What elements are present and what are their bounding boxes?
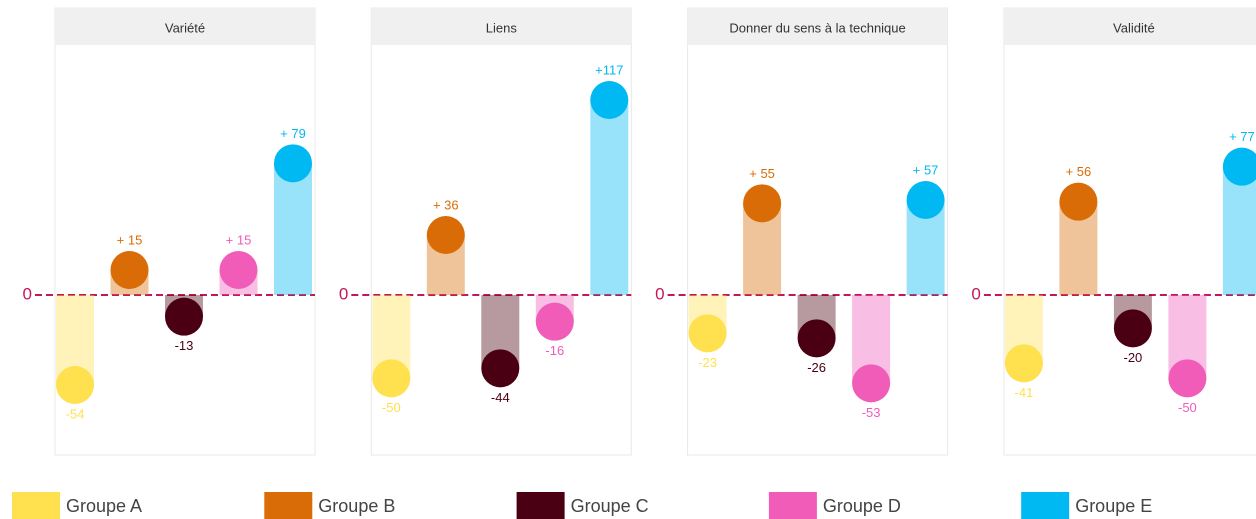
value-label: + 36 [433, 197, 459, 212]
value-label: -16 [545, 343, 564, 358]
bubble [743, 184, 782, 223]
bubble [590, 81, 629, 119]
value-label: -53 [862, 405, 881, 420]
bubble [274, 144, 312, 183]
bar [590, 100, 629, 295]
y-tick-label: 0 [655, 284, 664, 303]
legend-label: Groupe A [66, 496, 142, 516]
panel-header [371, 8, 632, 45]
panel-title: Liens [486, 20, 518, 35]
bubble [1168, 359, 1207, 398]
value-label: -44 [491, 390, 510, 405]
bar [1222, 166, 1256, 295]
panel-title: Donner du sens à la technique [729, 20, 905, 35]
bubble [56, 366, 94, 404]
bubble [110, 251, 149, 289]
value-label: -54 [66, 406, 85, 421]
bubble [426, 216, 465, 254]
y-tick-label: 0 [339, 284, 348, 303]
value-label: + 57 [913, 162, 939, 177]
panel-frame [54, 7, 316, 456]
bubble [1113, 309, 1152, 348]
bubble [852, 364, 891, 403]
bubble [1222, 147, 1256, 186]
legend-swatch [1021, 492, 1070, 519]
y-tick-label: 0 [23, 284, 32, 303]
value-label: -23 [698, 355, 717, 370]
value-label: + 56 [1066, 164, 1092, 179]
legend-swatch [768, 492, 817, 519]
legend-label: Groupe C [571, 496, 649, 516]
value-label: -20 [1124, 350, 1143, 365]
panel-header [1003, 8, 1256, 45]
legend-swatch [12, 492, 60, 519]
value-label: -50 [1178, 400, 1197, 415]
bubble [906, 181, 945, 219]
legend-label: Groupe D [823, 496, 901, 516]
value-label: +117 [595, 62, 623, 77]
bubble [372, 359, 411, 398]
y-tick-label: 0 [971, 284, 980, 303]
value-label: + 79 [280, 126, 306, 141]
panel-header [55, 8, 315, 45]
legend-label: Groupe B [318, 496, 395, 516]
panel-frame [1003, 7, 1256, 456]
panel-title: Validité [1113, 20, 1155, 35]
panel-title: Variété [165, 20, 205, 35]
value-label: -41 [1015, 385, 1034, 400]
legend-label: Groupe E [1075, 496, 1152, 516]
value-label: -13 [175, 338, 194, 353]
value-label: + 77 [1229, 129, 1255, 144]
value-label: + 15 [117, 232, 143, 247]
bubble [535, 302, 574, 341]
bar [274, 163, 312, 295]
bubble [688, 314, 727, 353]
value-label: -50 [382, 400, 401, 415]
bubble [219, 251, 258, 289]
legend-swatch [516, 492, 565, 519]
panel-header [687, 8, 948, 45]
bubble [165, 297, 203, 336]
bubble [797, 319, 836, 358]
value-label: -26 [807, 360, 826, 375]
bubble [1004, 344, 1043, 383]
value-label: + 15 [226, 232, 252, 247]
bubble [481, 349, 520, 388]
bubble [1059, 182, 1098, 221]
value-label: + 55 [749, 166, 775, 181]
panel-frame [687, 7, 949, 456]
legend-swatch [264, 492, 313, 519]
